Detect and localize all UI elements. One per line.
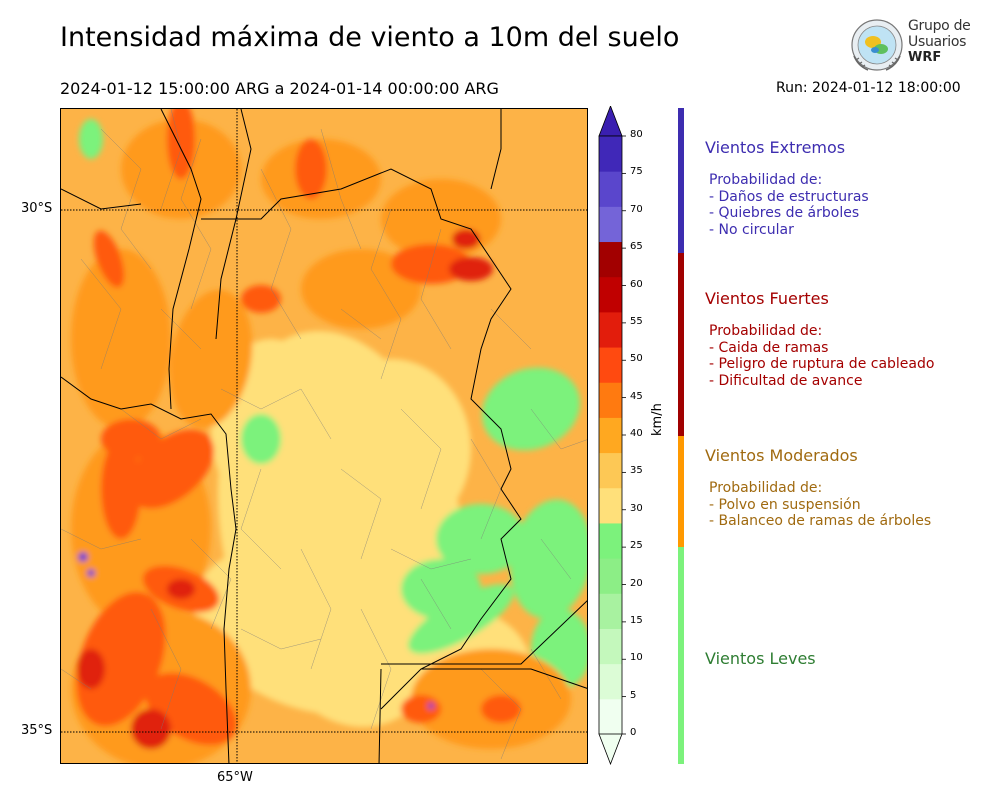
colorbar-swatch xyxy=(599,347,622,383)
colorbar-swatch xyxy=(599,593,622,629)
province-border xyxy=(490,109,502,190)
province-border xyxy=(61,188,142,210)
run-timestamp: Run: 2024-01-12 18:00:00 xyxy=(776,80,961,96)
colorbar-tick-label: 5 xyxy=(630,689,637,701)
category-desc-fuertes: Probabilidad de: - Caida de ramas - Peli… xyxy=(709,323,934,389)
colorbar xyxy=(596,104,636,768)
colorbar-swatch xyxy=(599,663,622,700)
colorbar-swatch xyxy=(599,241,622,278)
page-title: Intensidad máxima de viento a 10m del su… xyxy=(60,22,680,53)
colorbar-swatch xyxy=(599,417,622,454)
colorbar-tick-label: 50 xyxy=(630,353,643,365)
colorbar-tick-label: 35 xyxy=(630,465,643,477)
category-title-fuertes: Vientos Fuertes xyxy=(705,289,829,308)
logo-line-2: Usuarios xyxy=(908,34,967,50)
province-border xyxy=(381,600,587,665)
category-bar-leves xyxy=(678,547,684,764)
colorbar-tick-label: 55 xyxy=(630,315,643,327)
province-border xyxy=(201,168,522,710)
desc-line: - Dificultad de avance xyxy=(709,372,863,389)
colorbar-swatch xyxy=(599,628,622,665)
category-bar-extremos xyxy=(678,108,684,253)
colorbar-swatch xyxy=(599,522,622,559)
colorbar-max-arrow xyxy=(598,104,623,137)
wrf-users-group-logo: Grupo de Usuarios WRF xyxy=(848,16,971,74)
desc-line: - Quiebres de árboles xyxy=(709,205,860,221)
category-desc-moderados: Probabilidad de: - Polvo en suspensión -… xyxy=(709,480,931,530)
colorbar-swatch xyxy=(599,698,622,735)
desc-line: - Peligro de ruptura de cableado xyxy=(709,356,935,372)
colorbar-tick-label: 70 xyxy=(630,203,643,215)
province-border xyxy=(421,668,587,689)
category-title-leves: Vientos Leves xyxy=(705,649,816,668)
colorbar-tick-label: 75 xyxy=(630,166,643,178)
colorbar-swatch xyxy=(599,311,622,348)
category-title-extremos: Vientos Extremos xyxy=(705,138,846,157)
colorbar-tick-label: 30 xyxy=(630,502,643,514)
category-bar-moderados xyxy=(678,436,684,547)
colorbar-tick-label: 65 xyxy=(630,241,643,253)
desc-line: Probabilidad de: xyxy=(709,480,823,496)
colorbar-swatch xyxy=(599,276,622,313)
category-title-moderados: Vientos Moderados xyxy=(705,446,858,465)
colorbar-swatch xyxy=(599,206,622,243)
colorbar-swatch xyxy=(599,452,622,489)
colorbar-tick-label: 45 xyxy=(630,390,643,402)
wind-map-canvas xyxy=(61,109,587,763)
lat-label-35s: 35°S xyxy=(21,723,53,738)
colorbar-swatch xyxy=(599,558,622,594)
logo-line-3: WRF xyxy=(908,50,942,65)
colorbar-swatch xyxy=(599,171,622,207)
desc-line: - No circular xyxy=(709,221,794,238)
logo-line-1: Grupo de xyxy=(908,18,971,34)
colorbar-tick-label: 60 xyxy=(630,278,643,290)
category-bar-fuertes xyxy=(678,253,684,436)
province-border xyxy=(160,109,202,410)
lat-label-30s: 30°S xyxy=(21,201,53,216)
province-border xyxy=(61,376,237,763)
colorbar-min-arrow xyxy=(598,733,623,766)
colorbar-unit: km/h xyxy=(650,403,665,436)
category-desc-extremos: Probabilidad de: - Daños de estructuras … xyxy=(709,172,869,238)
desc-line: - Balanceo de ramas de árboles xyxy=(709,513,932,529)
colorbar-tick-label: 0 xyxy=(630,727,637,738)
desc-line: - Daños de estructuras xyxy=(709,188,869,205)
colorbar-tick-label: 40 xyxy=(630,428,643,439)
lon-label-65w: 65°W xyxy=(217,770,253,785)
globe-icon xyxy=(851,19,903,71)
wind-map xyxy=(60,108,588,764)
colorbar-swatch xyxy=(599,136,622,172)
desc-line: - Caida de ramas xyxy=(709,339,829,356)
colorbar-scale xyxy=(598,104,626,766)
colorbar-tick-label: 20 xyxy=(630,577,643,589)
colorbar-tick-label: 80 xyxy=(630,129,643,140)
desc-line: Probabilidad de: xyxy=(709,323,823,339)
forecast-period: 2024-01-12 15:00:00 ARG a 2024-01-14 00:… xyxy=(60,79,499,98)
colorbar-swatch xyxy=(599,382,622,418)
colorbar-tick-label: 10 xyxy=(630,652,643,664)
colorbar-tick-label: 25 xyxy=(630,540,643,552)
province-border xyxy=(378,668,382,763)
colorbar-tick-label: 15 xyxy=(630,614,643,626)
desc-line: - Polvo en suspensión xyxy=(709,496,861,513)
colorbar-swatch xyxy=(599,487,622,524)
desc-line: Probabilidad de: xyxy=(709,172,823,188)
